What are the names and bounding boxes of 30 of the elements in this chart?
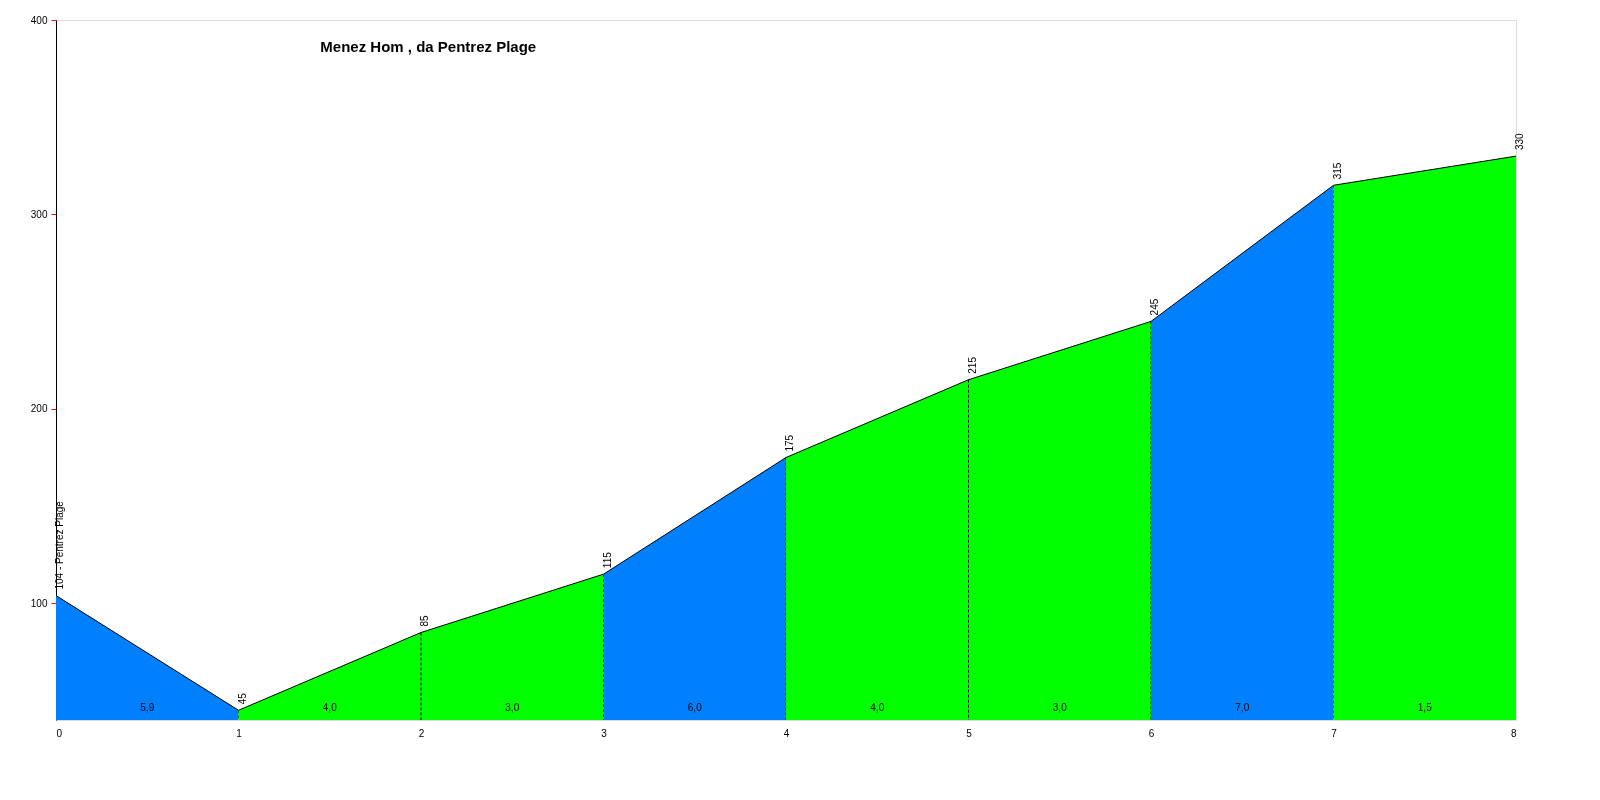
x-tick-label: 1	[236, 727, 243, 739]
annotation: 3,0	[1052, 702, 1068, 713]
data-label: 45	[236, 692, 248, 705]
x-tick-label: 3	[601, 727, 608, 739]
data-label: 115	[601, 551, 613, 569]
data-label: 245	[1149, 298, 1160, 316]
annotation: 4,0	[870, 702, 885, 713]
annotation: 6,0	[687, 702, 703, 713]
data-label: 315	[1331, 162, 1343, 180]
text: Menez Hom , da Pentrez Plage	[320, 38, 537, 55]
x-tick-label: 7	[1331, 727, 1338, 739]
x-tick-label: 2	[418, 727, 425, 739]
y-tick-label: 300	[30, 208, 48, 220]
x-tick-label: 5	[966, 727, 973, 739]
x-tick-label: 0	[56, 727, 63, 739]
data-label: 85	[419, 614, 430, 627]
annotation: 4,0	[322, 702, 338, 713]
x-tick-label: 4	[783, 727, 790, 739]
data-label: 175	[784, 434, 795, 452]
data-label: 330	[1514, 132, 1525, 151]
y-tick-label: 400	[30, 14, 48, 26]
data-label: 215	[966, 356, 978, 374]
y-tick-label: 200	[30, 403, 48, 415]
y-tick-label: 100	[30, 597, 48, 609]
x-tick-label: 8	[1510, 727, 1517, 739]
annotation: 7,0	[1235, 702, 1250, 713]
annotation: 3,0	[505, 702, 520, 713]
x-tick-label: 6	[1148, 727, 1155, 739]
annotation: 5,9	[140, 702, 155, 713]
annotation: 1,5	[1417, 702, 1433, 713]
